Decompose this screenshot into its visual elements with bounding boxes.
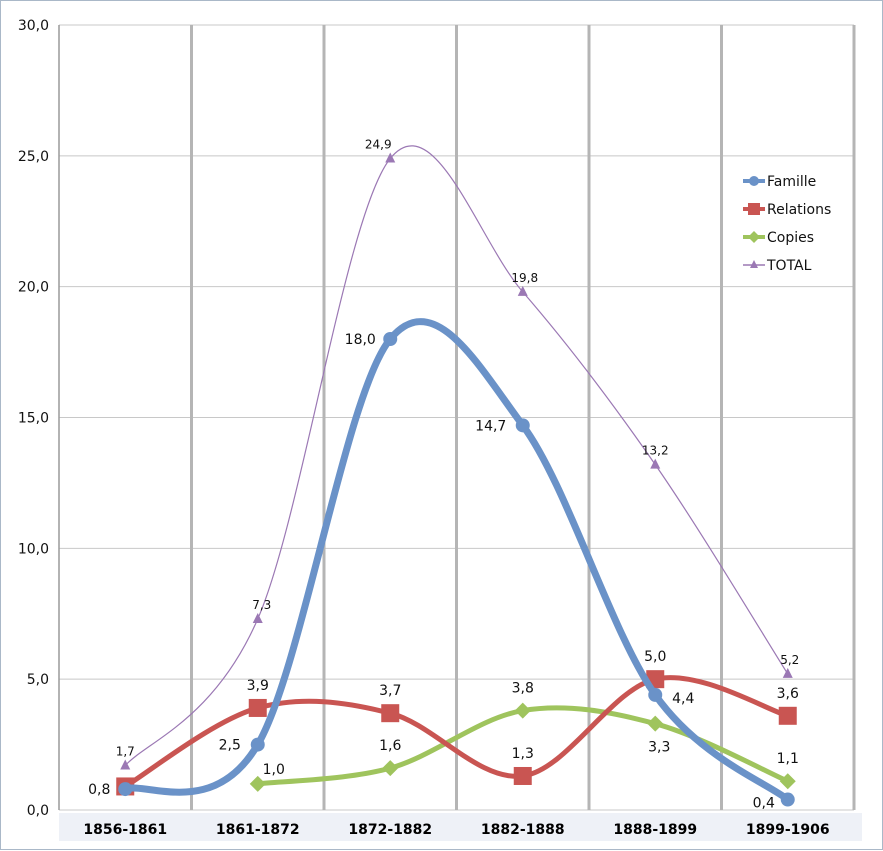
point-total [120, 759, 131, 770]
data-label-famille: 18,0 [345, 332, 376, 348]
data-label-total: 7,3 [252, 598, 271, 612]
x-category-label: 1856-1861 [83, 822, 167, 838]
point-relations [381, 704, 400, 723]
y-axis-ticks: 0,0 5,0 10,0 15,0 20,0 25,0 30,0 [18, 18, 49, 819]
data-label-relations: 1,3 [512, 746, 534, 762]
point-total [650, 458, 661, 469]
x-category-label: 1888-1899 [613, 822, 697, 838]
data-label-famille: 2,5 [219, 738, 241, 754]
x-category-label: 1882-1888 [481, 822, 565, 838]
legend-marker-copies [748, 231, 760, 243]
series-total [120, 145, 793, 770]
legend-item-relations: Relations [743, 202, 831, 218]
point-copies [249, 775, 266, 792]
point-copies [514, 702, 531, 719]
series-famille [118, 318, 795, 807]
gridlines [58, 24, 856, 811]
point-relations [248, 698, 267, 717]
data-label-relations: 5,0 [644, 649, 666, 665]
series-layer [116, 145, 797, 807]
data-label-total: 13,2 [642, 444, 669, 458]
legend-label-relations: Relations [767, 202, 831, 218]
data-labels: 1,7 7,3 24,9 19,8 13,2 5,2 1,0 1,6 3,8 3,3 1,1 3,9 3… [88, 137, 799, 811]
legend-marker-total [750, 260, 758, 268]
data-label-relations: 3,7 [379, 683, 401, 699]
point-relations [778, 706, 797, 725]
point-copies [647, 715, 664, 732]
point-copies [779, 773, 796, 790]
point-total [517, 285, 528, 296]
data-label-total: 24,9 [365, 137, 392, 151]
point-famille [780, 792, 795, 807]
data-label-relations: 3,6 [777, 686, 799, 702]
data-label-total: 1,7 [116, 745, 135, 759]
category-band: 1856-1861 1861-1872 1872-1882 1882-1888 1888… [59, 813, 862, 841]
point-total [252, 612, 263, 623]
data-label-copies: 3,3 [648, 740, 670, 756]
y-tick-label: 20,0 [18, 280, 49, 296]
legend-label-total: TOTAL [766, 258, 812, 274]
data-label-copies: 1,1 [777, 751, 799, 767]
legend-label-famille: Famille [767, 174, 816, 190]
data-label-total: 5,2 [780, 653, 799, 667]
category-axis-band [59, 813, 862, 841]
data-label-copies: 3,8 [512, 681, 534, 697]
data-label-total: 19,8 [511, 271, 538, 285]
data-label-copies: 1,6 [379, 738, 401, 754]
x-category-label: 1872-1882 [348, 822, 432, 838]
point-relations [513, 766, 532, 785]
x-category-label: 1861-1872 [216, 822, 300, 838]
data-label-famille: 0,4 [753, 796, 775, 812]
legend-label-copies: Copies [767, 230, 814, 246]
y-tick-label: 0,0 [27, 803, 49, 819]
point-famille [515, 418, 530, 433]
point-famille [118, 782, 133, 797]
data-label-famille: 0,8 [88, 782, 110, 798]
y-tick-label: 10,0 [18, 541, 49, 557]
legend-item-total: TOTAL [743, 258, 812, 274]
data-label-relations: 3,9 [247, 678, 269, 694]
y-tick-label: 15,0 [18, 411, 49, 427]
y-tick-label: 25,0 [18, 149, 49, 165]
data-label-famille: 14,7 [475, 418, 506, 434]
series-line-relations [122, 675, 791, 789]
point-famille [250, 737, 265, 752]
legend-item-famille: Famille [743, 174, 816, 190]
point-famille [383, 332, 398, 346]
y-tick-label: 30,0 [18, 18, 49, 34]
legend-marker-famille [749, 176, 759, 186]
legend-marker-relations [748, 203, 760, 215]
point-famille [648, 687, 663, 702]
point-total [385, 152, 396, 163]
series-relations [116, 670, 797, 796]
data-label-famille: 4,4 [672, 691, 694, 707]
legend: Famille Relations Copies TOTAL [743, 174, 831, 274]
y-tick-label: 5,0 [27, 672, 49, 688]
point-total [782, 667, 793, 678]
data-label-copies: 1,0 [263, 762, 285, 778]
point-copies [382, 760, 399, 777]
x-category-label: 1899-1906 [746, 822, 830, 838]
legend-item-copies: Copies [743, 230, 814, 246]
